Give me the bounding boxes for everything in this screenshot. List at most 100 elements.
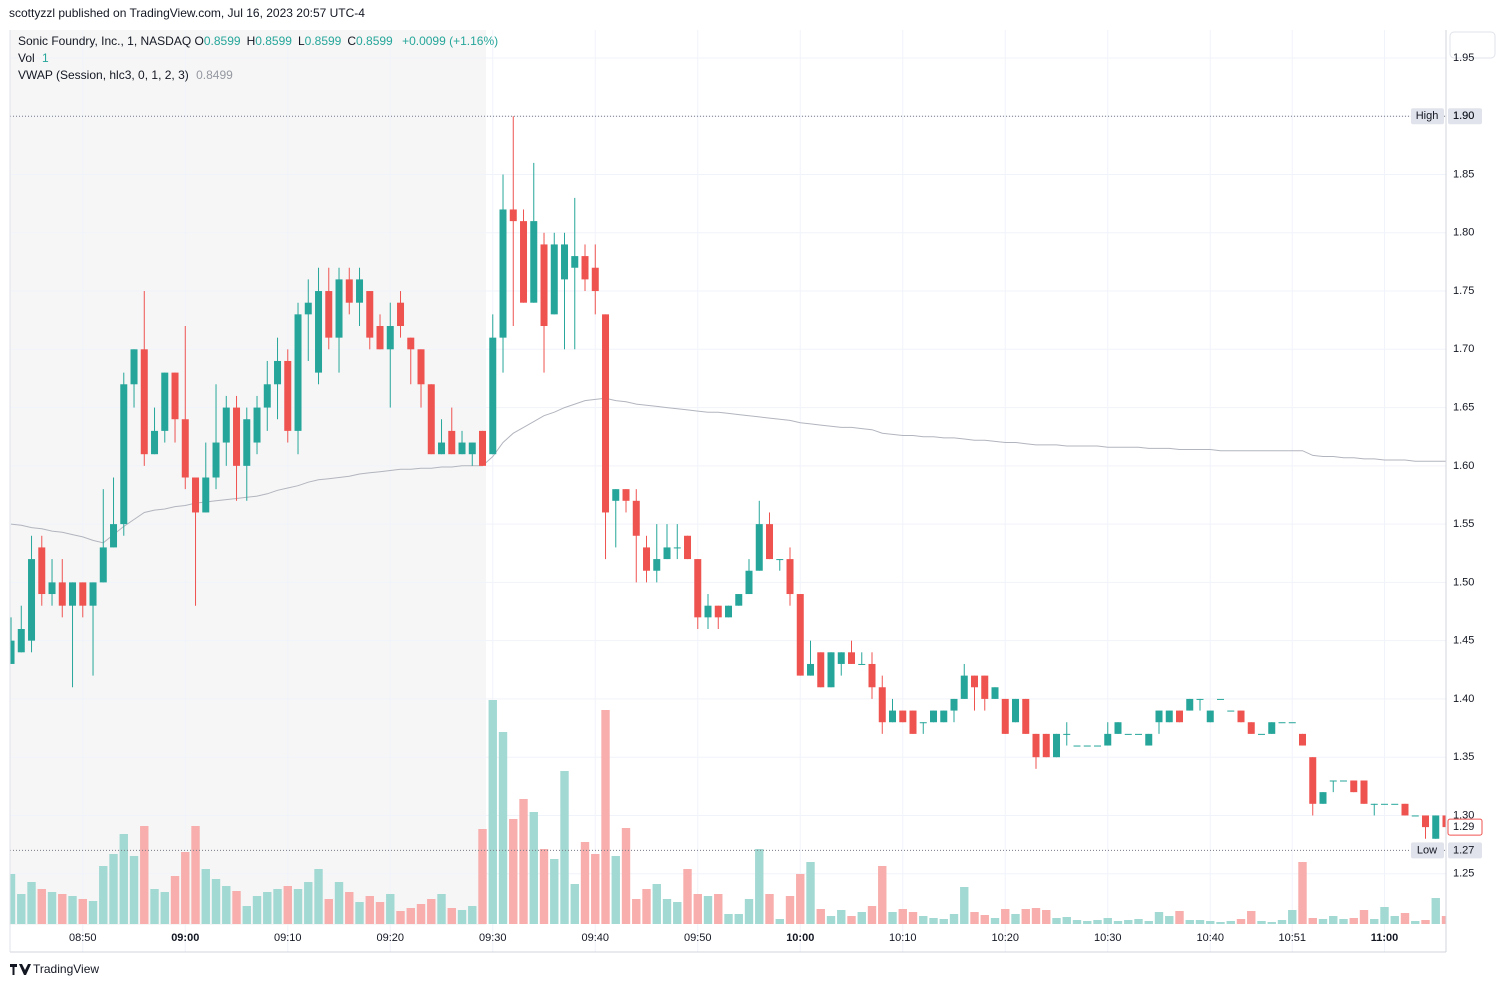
candle-body xyxy=(878,687,886,723)
volume-bar xyxy=(1349,918,1358,924)
settings-button[interactable] xyxy=(1449,31,1496,59)
candle-body xyxy=(766,524,774,560)
volume-bar xyxy=(1329,916,1338,924)
volume-bar xyxy=(263,892,272,924)
candle-body xyxy=(386,326,394,350)
candle-body xyxy=(427,384,435,455)
volume-bar xyxy=(601,710,610,924)
candle-body xyxy=(591,267,599,292)
volume-bar xyxy=(406,908,415,924)
volume-bar xyxy=(129,856,139,924)
volume-bar xyxy=(867,906,877,924)
candle-body xyxy=(1012,698,1020,723)
candle-body xyxy=(960,675,968,699)
volume-bar xyxy=(621,828,631,924)
candle-body xyxy=(807,663,815,676)
volume-bar xyxy=(990,918,1000,924)
volume-bar xyxy=(529,812,538,924)
x-tick-label: 08:50 xyxy=(69,932,97,944)
volume-bar xyxy=(847,916,856,924)
candle-body xyxy=(1155,710,1163,723)
x-tick-label: 09:10 xyxy=(274,932,302,944)
candle-body xyxy=(1176,710,1184,723)
candle-body xyxy=(1258,733,1266,735)
x-tick-label: 10:20 xyxy=(991,932,1019,944)
candle-body xyxy=(212,442,220,478)
volume-bar xyxy=(1226,921,1235,924)
legend-vwap: VWAP (Session, hlc3, 0, 1, 2, 3) 0.8499 xyxy=(18,68,233,82)
volume-bar xyxy=(386,894,395,924)
y-tick-label: 1.60 xyxy=(1453,460,1474,472)
candle-body xyxy=(899,710,907,723)
candle-body xyxy=(1360,780,1368,804)
volume-bar xyxy=(785,896,795,924)
candle-body xyxy=(253,407,261,443)
volume-bar xyxy=(560,771,569,924)
candle-body xyxy=(1391,803,1399,805)
candle-body xyxy=(1217,698,1225,700)
x-tick-label: 10:00 xyxy=(786,932,814,944)
volume-bar xyxy=(1154,912,1164,924)
volume-bar xyxy=(478,829,487,924)
volume-bar xyxy=(1359,910,1369,924)
volume-bar xyxy=(498,732,508,924)
volume-bar xyxy=(857,912,866,924)
candle-body xyxy=(17,628,25,653)
volume-bar xyxy=(232,891,241,924)
volume-bar xyxy=(78,899,87,924)
volume-bar xyxy=(119,834,128,924)
candle-body xyxy=(786,559,794,595)
candle-body xyxy=(520,221,528,303)
volume-bar xyxy=(58,894,67,924)
x-tick-label: 09:20 xyxy=(377,932,405,944)
volume-bar xyxy=(1001,909,1010,924)
change: +0.0099 (+1.16%) xyxy=(402,34,499,48)
candle-body xyxy=(38,547,46,595)
candle-body xyxy=(161,372,169,431)
candle-body xyxy=(1073,745,1081,747)
volume-bar xyxy=(960,887,969,924)
volume-bar xyxy=(591,854,600,924)
volume-bar xyxy=(1124,920,1133,924)
volume-bar xyxy=(457,910,467,924)
vwap-value: 0.8499 xyxy=(196,68,233,82)
volume-bar xyxy=(816,909,825,924)
volume-bar xyxy=(1083,921,1092,924)
volume-bar xyxy=(1195,920,1205,924)
candle-body xyxy=(1288,722,1296,724)
candle-body xyxy=(889,710,897,723)
candle-body xyxy=(602,314,610,513)
candle-body xyxy=(684,535,692,560)
volume-bar xyxy=(68,896,77,924)
volume-bar xyxy=(806,862,815,924)
symbol: Sonic Foundry, Inc., 1, NASDAQ xyxy=(18,34,192,48)
candle-body xyxy=(366,291,374,338)
candle-body xyxy=(509,209,517,222)
volume-bar xyxy=(293,889,303,924)
candle-body xyxy=(868,663,876,688)
volume-bar xyxy=(1216,922,1225,924)
volume-bar xyxy=(826,916,836,924)
volume-bar xyxy=(683,869,692,924)
volume-bar xyxy=(632,899,641,924)
volume-bar xyxy=(170,876,180,924)
candle-body xyxy=(653,559,661,571)
candle-body xyxy=(1278,722,1286,724)
ohlc-label: L xyxy=(297,34,305,48)
volume-bar xyxy=(519,799,528,924)
volume-bar xyxy=(211,879,221,924)
candle-body xyxy=(919,722,927,724)
y-tick-label: 1.55 xyxy=(1453,518,1474,530)
x-tick-label: 09:00 xyxy=(171,932,199,944)
candle-body xyxy=(1350,780,1358,793)
y-tick-label: 1.30 xyxy=(1453,809,1474,821)
candle-body xyxy=(468,442,476,455)
legend-volume: Vol 1 xyxy=(18,51,49,65)
high_marker-label-box xyxy=(1411,108,1444,125)
y-tick-label: 1.40 xyxy=(1453,693,1474,705)
y-tick-label: 1.75 xyxy=(1453,285,1474,297)
candle-body xyxy=(550,244,558,315)
volume-bar xyxy=(396,911,405,924)
